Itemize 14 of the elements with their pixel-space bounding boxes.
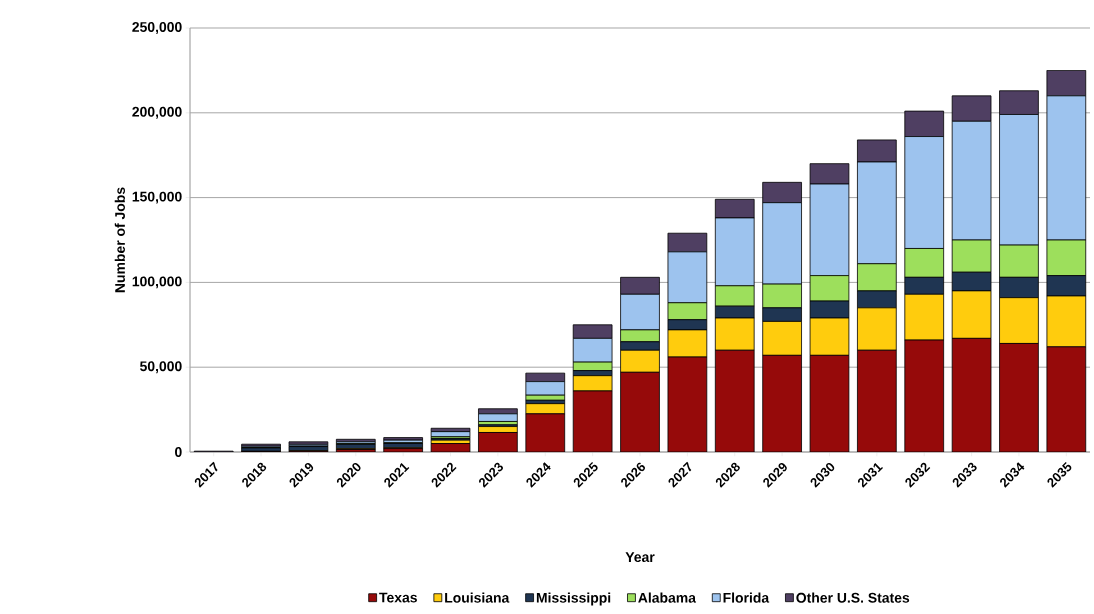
y-tick-label: 0 (175, 447, 182, 457)
x-axis-title: Year (625, 552, 655, 563)
y-tick-label: 250,000 (132, 22, 182, 34)
legend-label: Florida (723, 592, 770, 603)
y-tick-label: 200,000 (132, 106, 182, 119)
y-axis-title: Number of Jobs (114, 187, 125, 293)
legend-label: Mississippi (536, 592, 611, 606)
y-tick-label: 150,000 (132, 191, 182, 204)
legend-label: Texas (379, 592, 417, 603)
legend-label: Louisiana (445, 592, 510, 603)
legend-label: Alabama (638, 592, 697, 603)
y-tick-label: 50,000 (139, 361, 182, 374)
legend-label: Other U.S. States (796, 592, 910, 603)
y-tick-label: 100,000 (132, 276, 182, 289)
